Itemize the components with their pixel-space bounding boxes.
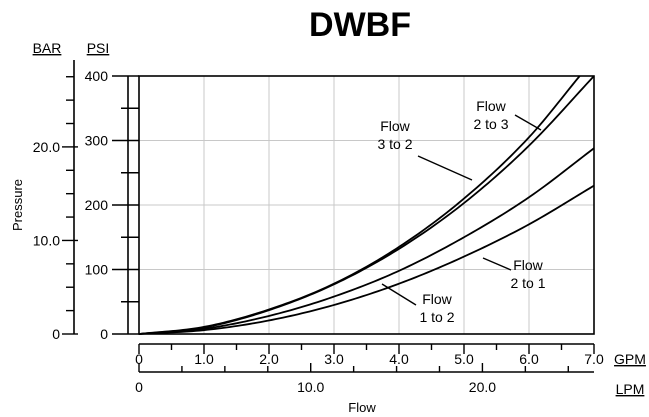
y2-tick-label: 20.0 — [33, 139, 60, 155]
annotation-label-flow-1-to-2: 1 to 2 — [419, 309, 454, 325]
annotation-label-flow-2-to-1: 2 to 1 — [510, 275, 545, 291]
annotation-label-flow-3-to-2: 3 to 2 — [377, 136, 412, 152]
y2-tick-label: 10.0 — [33, 232, 60, 248]
y-tick-label: 400 — [85, 68, 109, 84]
x-tick-label: 6.0 — [519, 351, 539, 367]
annotation-label-flow-2-to-3: 2 to 3 — [473, 116, 508, 132]
tick-marks — [62, 75, 595, 372]
series-flow-2-to-3 — [138, 75, 595, 335]
y2-tick-label: 0 — [52, 326, 60, 342]
x-tick-label: 7.0 — [584, 351, 604, 367]
annotation-label-flow-3-to-2: Flow — [380, 118, 410, 134]
series-flow-2-to-1 — [138, 147, 595, 335]
annotations: Flow 3 to 2 Flow 2 to 3 Flow 2 to 1 Flow 1 to 2 — [377, 98, 545, 325]
x-tick-label: 1.0 — [194, 351, 214, 367]
tick-labels: 0 100 200 300 400 0 10.0 20.0 0 1.0 2.0 3.0 4.0 5.0 6.… — [33, 68, 604, 395]
y-axis-label: Pressure — [10, 179, 25, 231]
annotation-leader-flow-3-to-2 — [417, 155, 473, 181]
series-flow-1-to-2 — [138, 184, 595, 335]
annotation-label-flow-1-to-2: Flow — [422, 291, 452, 307]
series-curves — [138, 75, 595, 335]
x-tick-label: 5.0 — [454, 351, 474, 367]
y-tick-label: 200 — [85, 197, 109, 213]
x2-tick-label: 0 — [135, 379, 143, 395]
annotation-leader-flow-2-to-3 — [514, 114, 542, 131]
x2-tick-label: 10.0 — [297, 379, 324, 395]
y-tick-label: 300 — [85, 133, 109, 149]
x-tick-label: 2.0 — [259, 351, 279, 367]
y-unit-label: PSI — [87, 40, 110, 56]
x-tick-label: 3.0 — [324, 351, 344, 367]
y-tick-label: 0 — [100, 326, 108, 342]
x2-unit-label: LPM — [616, 381, 645, 397]
y2-unit-label: BAR — [33, 40, 62, 56]
x-unit-label: GPM — [614, 351, 646, 367]
annotation-leader-flow-2-to-1 — [482, 257, 512, 271]
chart-title: DWBF — [309, 6, 411, 44]
y-tick-label: 100 — [85, 262, 109, 278]
x-tick-label: 4.0 — [389, 351, 409, 367]
grid — [139, 76, 594, 334]
annotation-label-flow-2-to-1: Flow — [513, 257, 543, 273]
x-tick-label: 0 — [135, 351, 143, 367]
annotation-leader-flow-1-to-2 — [381, 283, 417, 306]
annotation-label-flow-2-to-3: Flow — [476, 98, 506, 114]
x2-tick-label: 20.0 — [469, 379, 496, 395]
x-axis-label: Flow — [348, 400, 376, 415]
